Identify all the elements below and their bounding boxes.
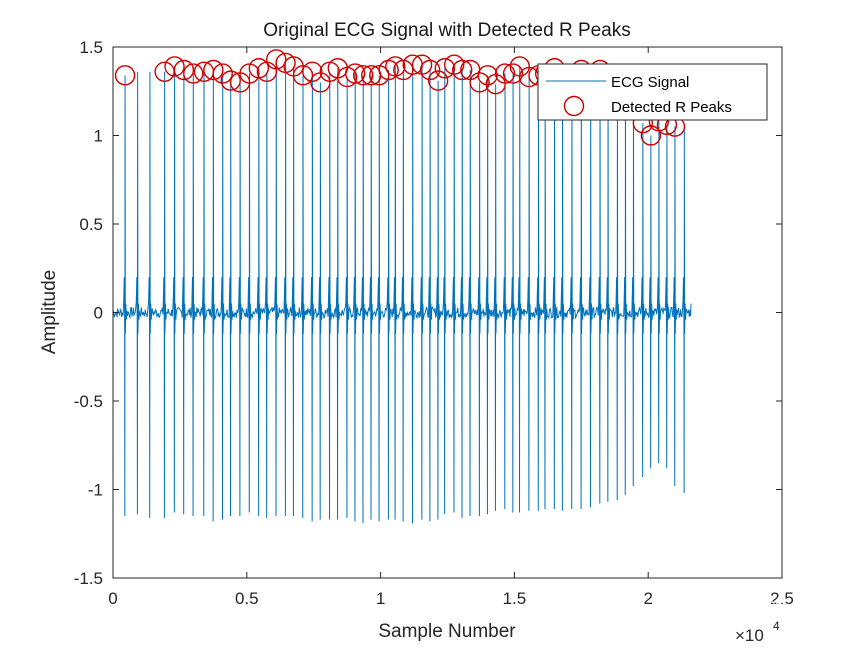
r-peak-marker [494, 63, 516, 84]
r-peak-marker [502, 63, 524, 84]
y-ticks: -1.5 -1 -0.5 0 0.5 1 1.5 [74, 38, 782, 588]
legend-swatch-detected-r-peaks [563, 95, 585, 117]
r-peak-marker [452, 59, 473, 81]
watermark-text: 知乎 @哥廷根数学学派 [583, 599, 789, 622]
r-peak-marker [114, 65, 136, 86]
x-tick-label: 0.5 [235, 589, 259, 608]
y-axis-label: Amplitude [39, 270, 60, 355]
y-tick-label: 0 [94, 304, 103, 323]
x-axis-label: Sample Number [378, 621, 516, 642]
x-tick-label: 0 [108, 589, 117, 608]
r-peak-marker [183, 63, 204, 84]
r-peak-marker [469, 72, 490, 93]
r-peak-marker [344, 63, 366, 84]
x-exponent-base: ×10 [735, 626, 764, 645]
r-peak-marker [203, 59, 224, 81]
r-peak-marker [302, 61, 323, 82]
legend-label-ecg-signal: ECG Signal [611, 74, 689, 91]
series-ecg-signal [112, 59, 692, 524]
y-tick-label: 1 [94, 127, 103, 146]
r-peak-marker [369, 65, 390, 86]
x-axis-exponent: ×10 4 [735, 619, 780, 645]
r-peak-marker [434, 58, 456, 79]
r-peak-marker [173, 59, 195, 81]
r-peak-marker [164, 56, 185, 77]
r-peak-marker [212, 63, 233, 84]
r-peak-marker [220, 70, 241, 91]
y-tick-label: -1 [88, 481, 103, 500]
r-peak-marker [393, 59, 414, 81]
r-peak-marker [292, 65, 314, 86]
r-peak-marker [353, 65, 374, 86]
r-peak-marker [239, 63, 260, 84]
legend-box [537, 63, 768, 121]
legend: ECG Signal Detected R Peaks [537, 63, 768, 121]
y-tick-label: 1.5 [79, 38, 103, 57]
x-ticks: 0 0.5 1 1.5 2 2.5 [108, 47, 794, 608]
chart-title: Original ECG Signal with Detected R Peak… [263, 20, 631, 41]
x-tick-label: 1 [376, 589, 385, 608]
r-peak-marker [266, 49, 287, 70]
y-tick-label: 0.5 [79, 215, 103, 234]
y-tick-label: -0.5 [74, 392, 103, 411]
x-tick-label: 2.5 [770, 589, 794, 608]
x-tick-label: 1.5 [503, 589, 527, 608]
y-tick-label: -1.5 [74, 569, 103, 588]
x-exponent-power: 4 [773, 619, 780, 633]
r-peak-marker [419, 59, 441, 81]
x-tick-label: 2 [643, 589, 652, 608]
legend-label-detected-r-peaks: Detected R Peaks [611, 99, 732, 116]
ecg-signal-line [112, 59, 692, 524]
plot-area: 0 0.5 1 1.5 2 2.5 -1.5 -1 -0.5 0 0.5 1 1.5 [74, 38, 794, 608]
r-peak-marker [427, 70, 449, 91]
